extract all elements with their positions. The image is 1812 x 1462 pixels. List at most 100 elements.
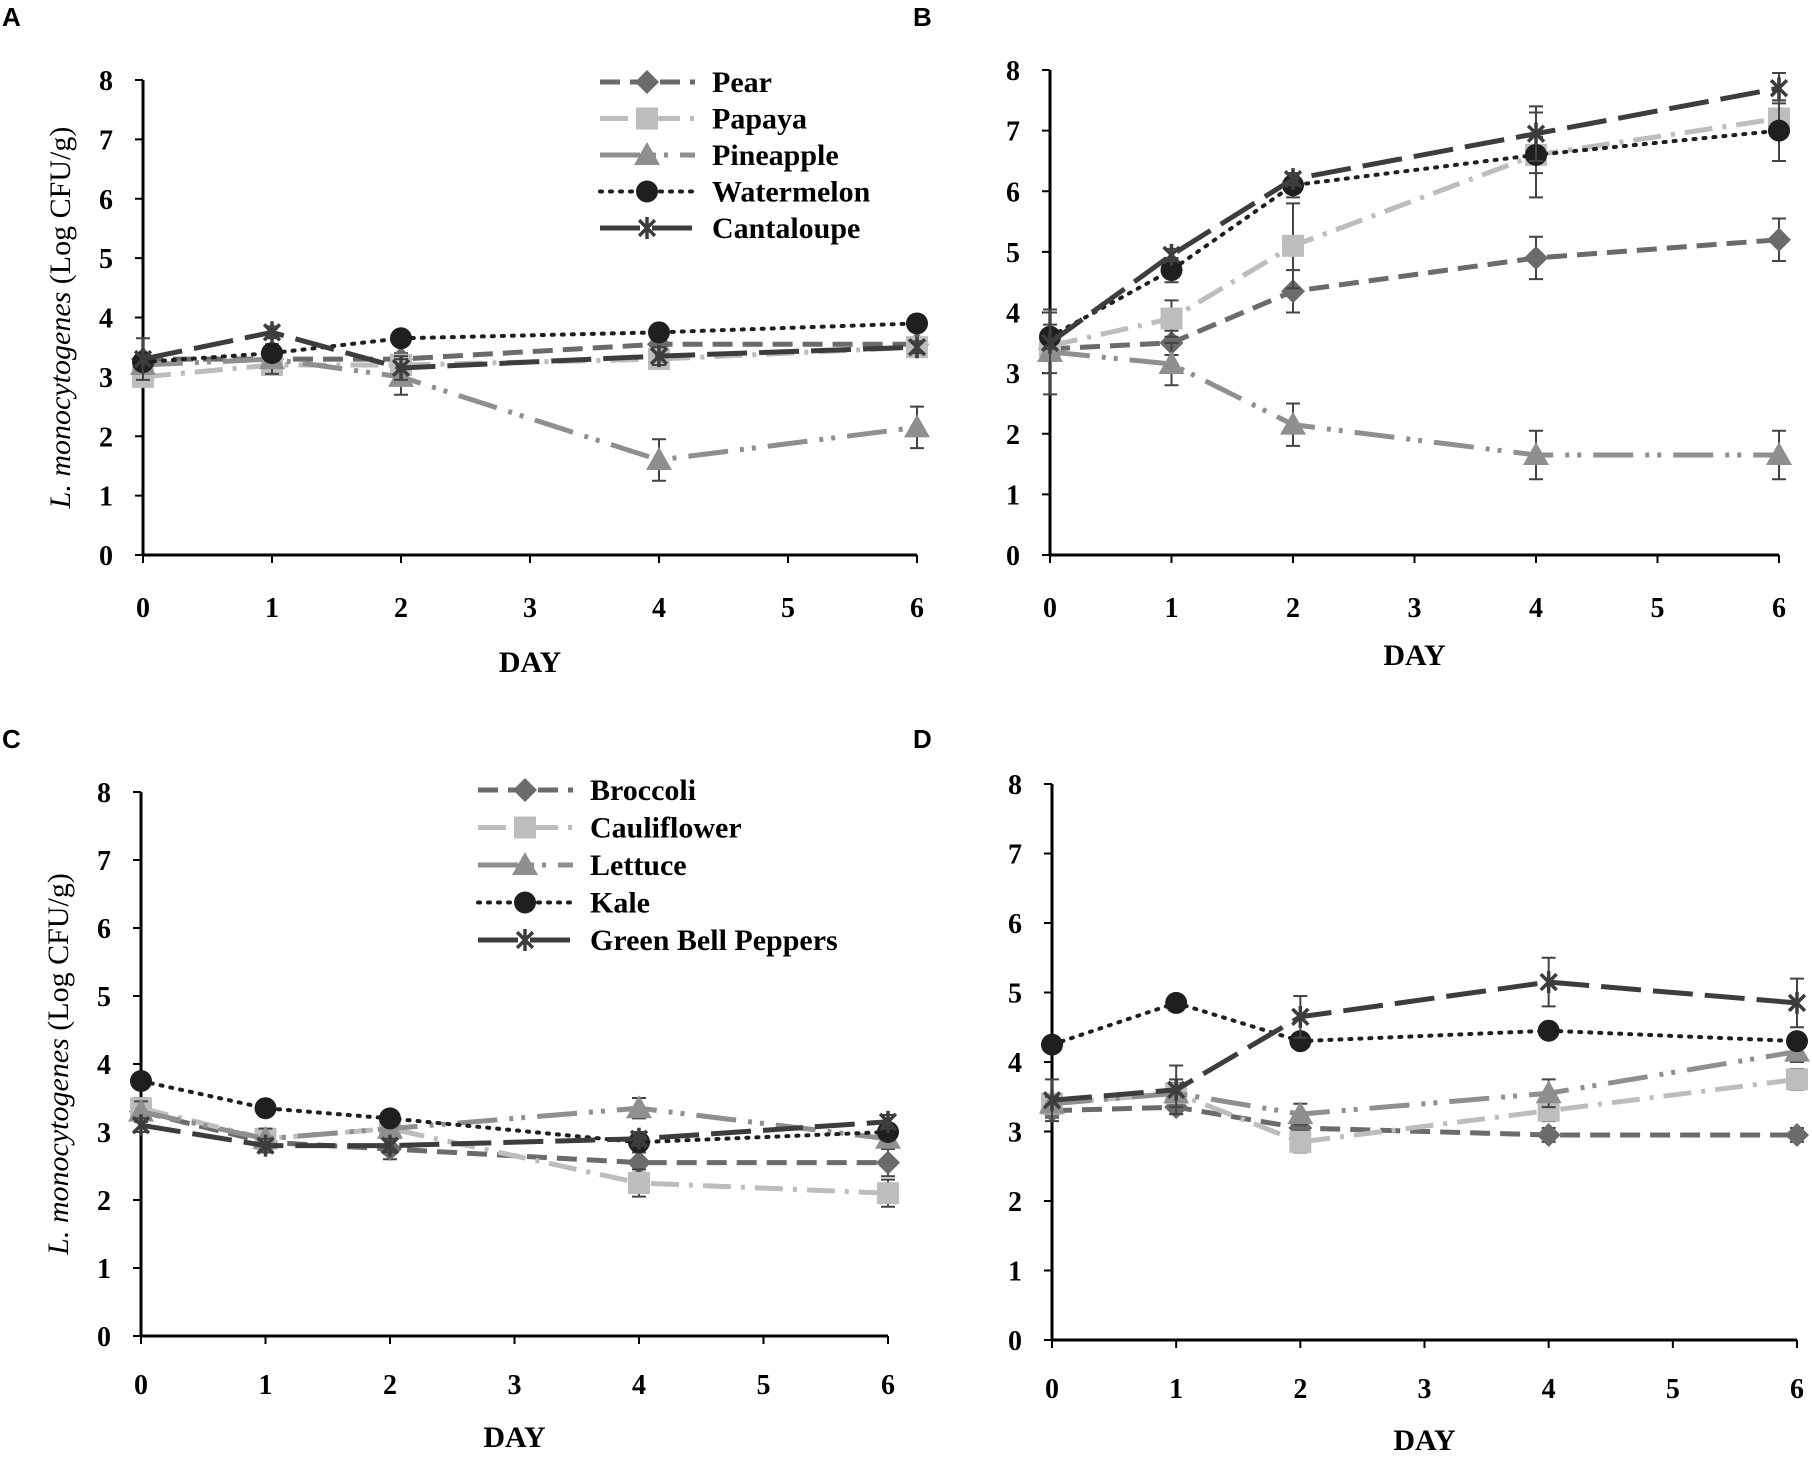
y-tick-label: 6: [1008, 909, 1022, 940]
panel-letter: A: [2, 2, 21, 32]
y-tick-label: 7: [1008, 840, 1022, 871]
data-point: [391, 356, 411, 379]
legend-marker: [636, 180, 658, 203]
panel-d: D 0 1 2 3 4 5 6 7 8 0 1 2 3 4 5 6 DAY: [913, 724, 1810, 1457]
data-point: [1767, 227, 1791, 252]
x-tick-label: 2: [1293, 1374, 1307, 1405]
x-tick-label: 0: [136, 593, 150, 624]
data-point: [1041, 1033, 1063, 1056]
y-tick-label: 3: [1008, 1118, 1022, 1149]
data-point: [904, 414, 930, 438]
x-tick-label: 0: [134, 1370, 148, 1401]
series-line: [1049, 349, 1779, 458]
data-point: [1787, 991, 1807, 1014]
series-line: [1051, 1049, 1798, 1117]
legend-marker: [515, 929, 535, 951]
data-point: [254, 1097, 277, 1120]
series-line: [140, 1105, 889, 1142]
panel-a: A 0 1 2 3 4 5 6 7 8 0 1 2 3 4 5 6 DAY L. monocytogenes (Lo…: [2, 2, 930, 679]
y-tick-label: 6: [1006, 177, 1020, 208]
data-point: [1280, 411, 1306, 435]
y-tick-label: 5: [1008, 979, 1022, 1010]
series-line: [140, 1119, 889, 1149]
y-tick-label: 0: [99, 541, 113, 572]
legend-label: Papaya: [712, 103, 807, 136]
legend-marker: [512, 852, 538, 875]
x-tick-label: 0: [1045, 1374, 1059, 1405]
y-axis-title-units: (Log CFU/g): [44, 127, 77, 285]
y-tick-label: 8: [1008, 770, 1022, 801]
x-axis-title: DAY: [1393, 1424, 1456, 1457]
data-point: [1158, 351, 1185, 375]
data-point: [626, 1095, 652, 1119]
legend-marker: [637, 217, 657, 239]
data-point: [1786, 1068, 1808, 1091]
x-tick-label: 2: [1286, 593, 1300, 624]
x-tick-label: 1: [1169, 1374, 1183, 1405]
data-point: [649, 345, 669, 368]
data-point: [1289, 1130, 1312, 1153]
data-point: [1289, 1030, 1312, 1053]
x-tick-label: 6: [910, 593, 924, 624]
data-point: [1535, 1080, 1562, 1104]
data-point: [1539, 971, 1558, 994]
y-tick-label: 3: [99, 363, 113, 394]
series-broccoli: [129, 1099, 900, 1178]
x-tick-label: 3: [1408, 593, 1422, 624]
series-line: [1050, 1000, 1799, 1047]
panel-letter: B: [913, 2, 932, 32]
data-point: [1537, 1099, 1560, 1122]
y-tick-label: 3: [97, 1118, 111, 1149]
y-tick-label: 8: [99, 66, 113, 97]
series-line: [1048, 85, 1780, 345]
legend-marker: [636, 107, 658, 130]
legend-marker: [513, 778, 537, 802]
y-tick-label: 4: [1006, 299, 1020, 330]
panel-c: C 0 1 2 3 4 5 6 7 8 0 1 2 3 4 5 6 DAY L. monocytogenes (Lo…: [2, 724, 901, 1454]
data-point: [1537, 1019, 1560, 1042]
y-tick-label: 0: [97, 1322, 111, 1353]
x-tick-label: 6: [881, 1370, 895, 1401]
y-tick-label: 7: [97, 846, 111, 877]
x-tick-label: 5: [757, 1370, 771, 1401]
y-tick-label: 7: [99, 125, 113, 156]
data-point: [1283, 168, 1303, 191]
series-papaya: [1039, 99, 1790, 359]
series-pear: [1038, 217, 1791, 362]
data-point: [262, 321, 282, 344]
legend-label: Pineapple: [712, 139, 839, 172]
x-tick-label: 6: [1772, 593, 1786, 624]
y-tick-label: 2: [97, 1186, 111, 1217]
legend-marker: [634, 142, 660, 165]
y-tick-label: 4: [97, 1050, 111, 1081]
y-tick-label: 5: [99, 244, 113, 275]
legend-label: Broccoli: [590, 774, 696, 807]
series-line: [140, 1105, 889, 1196]
y-tick-label: 3: [1006, 359, 1020, 390]
data-point: [648, 321, 670, 344]
y-tick-label: 5: [1006, 238, 1020, 269]
data-point: [379, 1107, 401, 1130]
y-tick-label: 2: [1006, 420, 1020, 451]
y-tick-label: 2: [1008, 1187, 1022, 1218]
series-line: [1048, 128, 1781, 339]
data-point: [876, 1150, 900, 1175]
data-point: [1769, 77, 1789, 100]
series-line: [1049, 237, 1780, 352]
series-cauliflower: [130, 1097, 899, 1208]
data-point: [1040, 331, 1060, 354]
y-tick-label: 5: [97, 982, 111, 1013]
series-line: [142, 329, 918, 371]
data-point: [1524, 245, 1548, 270]
y-tick-label: 1: [97, 1254, 111, 1285]
legend-marker: [514, 891, 536, 914]
x-tick-label: 0: [1043, 593, 1057, 624]
data-point: [261, 342, 283, 365]
data-point: [1160, 307, 1183, 330]
series-line: [143, 341, 917, 362]
x-tick-label: 3: [523, 593, 537, 624]
data-point: [1291, 1005, 1310, 1028]
data-point: [1526, 122, 1546, 145]
y-tick-label: 1: [1008, 1257, 1022, 1288]
